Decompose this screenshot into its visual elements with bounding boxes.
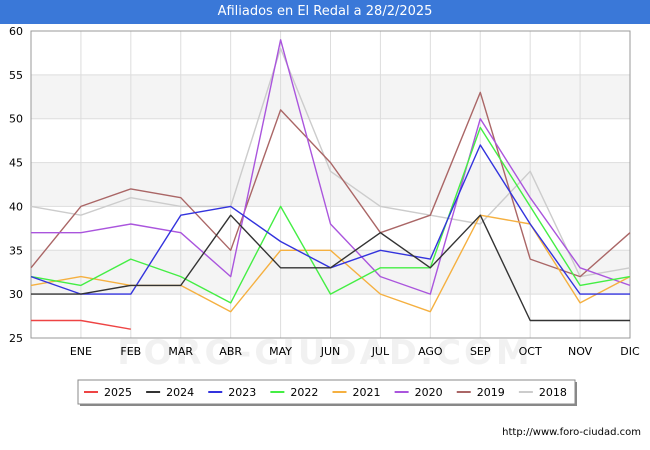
legend-label-2023: 2023 <box>228 386 256 399</box>
series-line-2022 <box>30 126 631 304</box>
series-line-2018 <box>30 47 631 278</box>
y-tick-label: 30 <box>9 288 23 301</box>
series-line-2025 <box>31 319 131 330</box>
legend-label-2025: 2025 <box>104 386 132 399</box>
x-tick-label: MAY <box>269 345 292 358</box>
y-tick-label: 40 <box>9 200 23 213</box>
series-line-2019 <box>30 91 631 278</box>
x-tick-label: DIC <box>620 345 640 358</box>
x-tick-label: JUL <box>371 345 390 358</box>
legend-label-2018: 2018 <box>539 386 567 399</box>
plot-border <box>30 30 631 339</box>
y-tick-label: 45 <box>9 157 23 170</box>
chart-title: Afiliados en El Redal a 28/2/2025 <box>0 0 650 24</box>
x-tick-label: AGO <box>418 345 443 358</box>
watermark-text: FORO-CIUDAD.COM <box>117 333 533 373</box>
x-tick-label: ABR <box>219 345 242 358</box>
x-tick-label: FEB <box>120 345 141 358</box>
y-tick-label: 60 <box>9 25 23 38</box>
y-axis: 25 30 35 40 45 50 55 60 <box>9 25 23 345</box>
x-tick-label: SEP <box>470 345 491 358</box>
legend-label-2020: 2020 <box>415 386 443 399</box>
series-line-2024 <box>31 214 630 322</box>
legend-label-2022: 2022 <box>290 386 318 399</box>
legend-label-2019: 2019 <box>477 386 505 399</box>
x-tick-label: ENE <box>70 345 92 358</box>
series-line-2020 <box>31 39 631 295</box>
legend-label-2021: 2021 <box>353 386 381 399</box>
source-url: http://www.foro-ciudad.com <box>502 427 641 438</box>
x-axis: ENE FEB MAR ABR MAY JUN JUL AGO SEP OCT NOV DIC <box>70 345 640 358</box>
legend-box <box>77 379 576 405</box>
y-tick-label: 50 <box>9 113 23 126</box>
x-tick-label: MAR <box>168 345 193 358</box>
y-tick-label: 35 <box>9 244 23 257</box>
x-tick-label: NOV <box>568 345 593 358</box>
series-lines <box>30 39 631 330</box>
x-tick-label: OCT <box>519 345 542 358</box>
legend: 2025 2024 2023 2022 2021 2020 2019 2018 <box>77 379 577 406</box>
y-tick-label: 55 <box>9 69 23 82</box>
legend-label-2024: 2024 <box>166 386 194 399</box>
y-tick-label: 25 <box>9 332 23 345</box>
x-tick-label: JUN <box>320 345 341 358</box>
